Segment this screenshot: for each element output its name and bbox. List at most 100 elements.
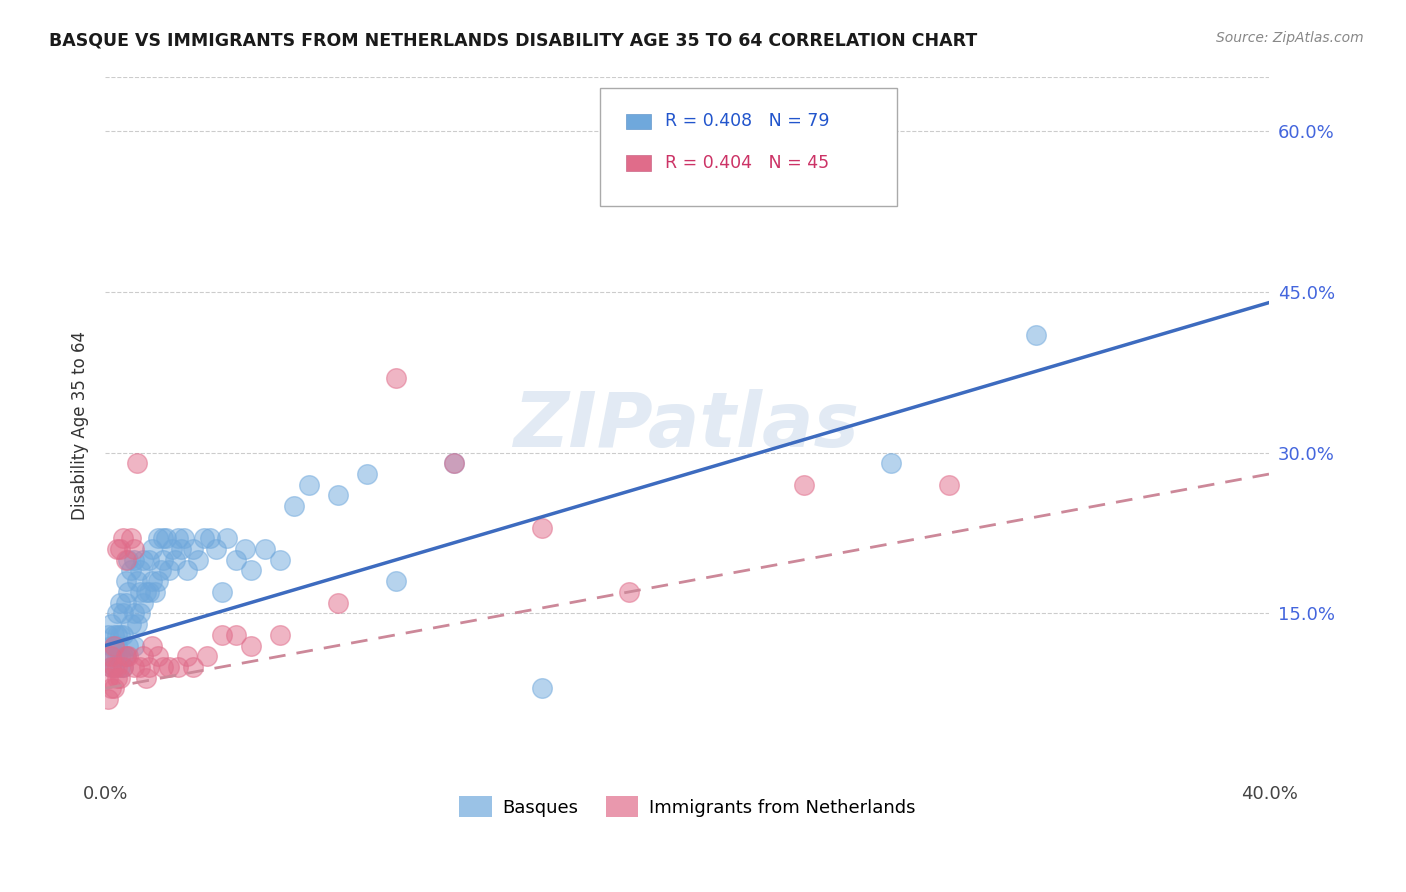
- Point: [127, 617, 149, 632]
- Point: [135, 671, 157, 685]
- Point: [132, 553, 155, 567]
- Point: [880, 456, 903, 470]
- Point: [124, 542, 146, 557]
- Point: [124, 639, 146, 653]
- Point: [176, 649, 198, 664]
- Point: [157, 660, 180, 674]
- Point: [152, 532, 174, 546]
- Text: R = 0.408   N = 79: R = 0.408 N = 79: [665, 112, 830, 130]
- Point: [127, 574, 149, 589]
- Point: [111, 660, 134, 674]
- Point: [138, 585, 160, 599]
- Point: [103, 660, 125, 674]
- Point: [108, 649, 131, 664]
- Point: [105, 607, 128, 621]
- Point: [193, 532, 215, 546]
- Point: [129, 585, 152, 599]
- Point: [108, 628, 131, 642]
- Point: [198, 532, 221, 546]
- Point: [114, 553, 136, 567]
- Y-axis label: Disability Age 35 to 64: Disability Age 35 to 64: [72, 331, 89, 520]
- Point: [108, 671, 131, 685]
- Point: [530, 520, 553, 534]
- Point: [326, 596, 349, 610]
- Point: [173, 532, 195, 546]
- Point: [165, 553, 187, 567]
- Point: [117, 585, 139, 599]
- Point: [132, 649, 155, 664]
- Point: [181, 542, 204, 557]
- Point: [170, 542, 193, 557]
- Point: [138, 660, 160, 674]
- Point: [155, 532, 177, 546]
- Point: [111, 660, 134, 674]
- Point: [108, 596, 131, 610]
- Point: [100, 660, 122, 674]
- Point: [129, 564, 152, 578]
- Point: [385, 370, 408, 384]
- Point: [105, 660, 128, 674]
- Point: [211, 585, 233, 599]
- Point: [120, 532, 142, 546]
- Point: [100, 649, 122, 664]
- Point: [105, 649, 128, 664]
- Text: BASQUE VS IMMIGRANTS FROM NETHERLANDS DISABILITY AGE 35 TO 64 CORRELATION CHART: BASQUE VS IMMIGRANTS FROM NETHERLANDS DI…: [49, 31, 977, 49]
- Point: [111, 628, 134, 642]
- Point: [793, 477, 815, 491]
- Point: [111, 649, 134, 664]
- Point: [111, 532, 134, 546]
- Point: [211, 628, 233, 642]
- Point: [103, 681, 125, 696]
- Point: [103, 639, 125, 653]
- Point: [167, 532, 190, 546]
- Point: [152, 553, 174, 567]
- Point: [105, 671, 128, 685]
- Point: [141, 574, 163, 589]
- Text: Source: ZipAtlas.com: Source: ZipAtlas.com: [1216, 31, 1364, 45]
- Point: [239, 564, 262, 578]
- Point: [149, 564, 172, 578]
- Point: [105, 628, 128, 642]
- Point: [269, 553, 291, 567]
- Point: [146, 649, 169, 664]
- Point: [617, 585, 640, 599]
- Point: [356, 467, 378, 481]
- Point: [120, 564, 142, 578]
- Point: [97, 671, 120, 685]
- Point: [152, 660, 174, 674]
- Point: [105, 639, 128, 653]
- Point: [443, 456, 465, 470]
- Point: [103, 628, 125, 642]
- Point: [138, 553, 160, 567]
- Point: [225, 628, 247, 642]
- Point: [443, 456, 465, 470]
- Point: [129, 660, 152, 674]
- Point: [1025, 327, 1047, 342]
- Point: [97, 649, 120, 664]
- Point: [283, 499, 305, 513]
- Point: [938, 477, 960, 491]
- Text: R = 0.404   N = 45: R = 0.404 N = 45: [665, 154, 830, 172]
- Point: [157, 564, 180, 578]
- Point: [135, 585, 157, 599]
- Point: [117, 639, 139, 653]
- Point: [100, 639, 122, 653]
- FancyBboxPatch shape: [600, 88, 897, 206]
- Point: [97, 692, 120, 706]
- Point: [217, 532, 239, 546]
- Point: [225, 553, 247, 567]
- Point: [114, 596, 136, 610]
- Point: [141, 542, 163, 557]
- Point: [100, 681, 122, 696]
- Point: [385, 574, 408, 589]
- Point: [103, 660, 125, 674]
- Point: [108, 660, 131, 674]
- Point: [239, 639, 262, 653]
- Legend: Basques, Immigrants from Netherlands: Basques, Immigrants from Netherlands: [451, 789, 922, 824]
- Point: [146, 574, 169, 589]
- Point: [298, 477, 321, 491]
- Point: [141, 639, 163, 653]
- Point: [100, 660, 122, 674]
- Point: [160, 542, 183, 557]
- Point: [108, 542, 131, 557]
